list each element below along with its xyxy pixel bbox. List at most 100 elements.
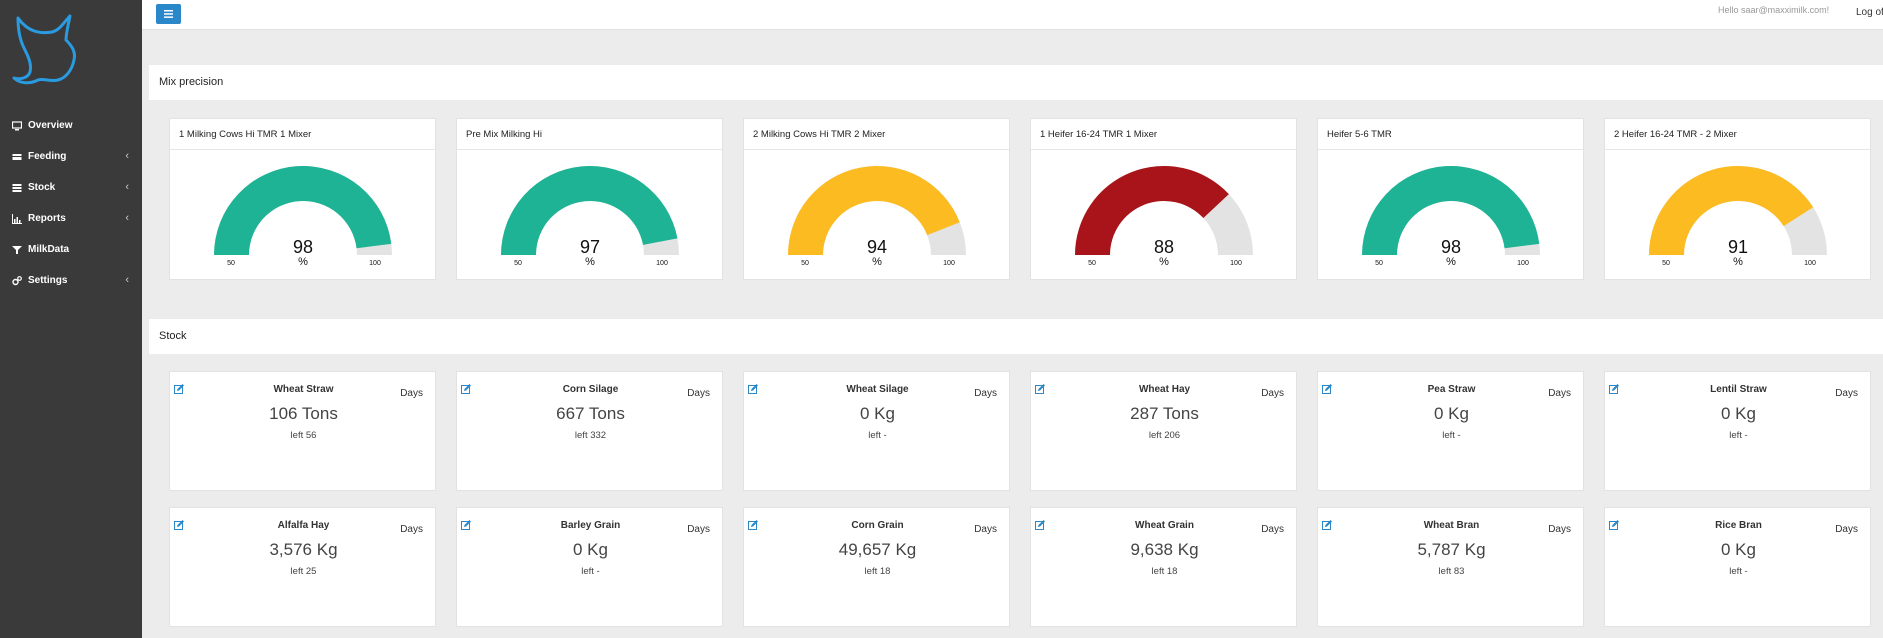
edit-icon[interactable] bbox=[748, 517, 758, 530]
edit-icon[interactable] bbox=[748, 381, 758, 394]
stock-card: Wheat Silage Days 0 Kg left - bbox=[743, 371, 1010, 491]
sidebar-item-stock[interactable]: Stock ‹ bbox=[0, 172, 142, 203]
gauge-title: 1 Heifer 16-24 TMR 1 Mixer bbox=[1031, 119, 1296, 150]
stock-amount: 667 Tons bbox=[556, 404, 625, 423]
edit-icon[interactable] bbox=[1609, 517, 1619, 530]
gauge-title: Pre Mix Milking Hi bbox=[457, 119, 722, 150]
stock-amount: 106 Tons bbox=[269, 404, 338, 423]
stock-days-left: left 56 bbox=[290, 430, 317, 441]
gauge-card: 2 Heifer 16-24 TMR - 2 Mixer 91% 50 100 bbox=[1604, 118, 1871, 280]
gauge-max-label: 100 bbox=[1804, 260, 1816, 267]
gauge-max-label: 100 bbox=[656, 260, 668, 267]
gauge-unit: % bbox=[585, 256, 595, 268]
chevron-left-icon: ‹ bbox=[125, 150, 129, 162]
gauge-chart: 97% 50 100 bbox=[501, 165, 679, 268]
stock-days-label: Days bbox=[400, 388, 423, 399]
stock-days-left: left - bbox=[581, 566, 600, 577]
stock-item-name: Pea Straw bbox=[1427, 384, 1476, 395]
edit-icon[interactable] bbox=[1322, 517, 1332, 530]
sidebar-item-label: Overview bbox=[28, 120, 73, 131]
edit-icon[interactable] bbox=[174, 381, 184, 394]
gauge-value: 88 bbox=[1154, 237, 1174, 257]
edit-icon[interactable] bbox=[461, 517, 471, 530]
stock-amount: 0 Kg bbox=[1721, 540, 1756, 559]
stock-item-name: Wheat Bran bbox=[1423, 520, 1480, 531]
stock-amount: 9,638 Kg bbox=[1130, 540, 1199, 559]
gauge-title: 2 Milking Cows Hi TMR 2 Mixer bbox=[744, 119, 1009, 150]
stock-item-name: Wheat Straw bbox=[273, 384, 334, 395]
edit-icon[interactable] bbox=[1609, 381, 1619, 394]
stock-item-name: Lentil Straw bbox=[1710, 384, 1767, 395]
stock-days-left: left 83 bbox=[1438, 566, 1465, 577]
edit-icon[interactable] bbox=[1322, 381, 1332, 394]
gauge-value: 97 bbox=[580, 237, 600, 257]
stock-amount: 5,787 Kg bbox=[1417, 540, 1486, 559]
stock-card: Corn Grain Days 49,657 Kg left 18 bbox=[743, 507, 1010, 627]
stock-amount: 0 Kg bbox=[860, 404, 895, 423]
bar-chart-icon bbox=[12, 213, 22, 224]
sidebar-item-reports[interactable]: Reports ‹ bbox=[0, 203, 142, 234]
gauge-fill bbox=[1362, 165, 1540, 255]
sidebar-toggle-button[interactable] bbox=[156, 4, 181, 24]
stock-days-label: Days bbox=[1548, 524, 1571, 535]
gauge-chart: 88% 50 100 bbox=[1075, 166, 1253, 268]
gauge-max-label: 100 bbox=[943, 260, 955, 267]
stock-amount: 3,576 Kg bbox=[269, 540, 338, 559]
gauge-unit: % bbox=[872, 256, 882, 268]
sidebar: Overview Feeding ‹ Stock ‹ Reports ‹ Mil… bbox=[0, 0, 142, 638]
stock-item-name: Corn Grain bbox=[851, 520, 904, 531]
stock-days-left: left - bbox=[1729, 430, 1748, 441]
sidebar-item-overview[interactable]: Overview bbox=[0, 110, 142, 141]
hamburger-icon bbox=[164, 10, 173, 18]
gauge-card: 1 Heifer 16-24 TMR 1 Mixer 88% 50 100 bbox=[1030, 118, 1297, 280]
edit-icon[interactable] bbox=[1035, 517, 1045, 530]
stock-days-label: Days bbox=[400, 524, 423, 535]
gauge-fill bbox=[501, 165, 678, 255]
chevron-left-icon: ‹ bbox=[125, 274, 129, 286]
gauge-fill bbox=[788, 165, 960, 255]
sidebar-item-feeding[interactable]: Feeding ‹ bbox=[0, 141, 142, 172]
stock-days-left: left 18 bbox=[1151, 566, 1178, 577]
gauge-min-label: 50 bbox=[227, 260, 235, 267]
edit-icon[interactable] bbox=[1035, 381, 1045, 394]
cow-logo-icon bbox=[12, 14, 76, 85]
gauge-fill bbox=[1075, 166, 1229, 255]
chevron-left-icon: ‹ bbox=[125, 212, 129, 224]
gauge-min-label: 50 bbox=[514, 260, 522, 267]
stock-card: Wheat Bran Days 5,787 Kg left 83 bbox=[1317, 507, 1584, 627]
gauge-max-label: 100 bbox=[369, 260, 381, 267]
chevron-left-icon: ‹ bbox=[125, 181, 129, 193]
stock-item-name: Wheat Hay bbox=[1138, 384, 1191, 395]
logoff-link[interactable]: Log off bbox=[1856, 7, 1883, 18]
stock-days-label: Days bbox=[1548, 388, 1571, 399]
gauge-title: 2 Heifer 16-24 TMR - 2 Mixer bbox=[1605, 119, 1870, 150]
gauge-card: 1 Milking Cows Hi TMR 1 Mixer 98% 50 100 bbox=[169, 118, 436, 280]
gauge-unit: % bbox=[298, 256, 308, 268]
sidebar-item-label: Feeding bbox=[28, 151, 67, 162]
gauge-value: 98 bbox=[293, 237, 313, 257]
stock-icon bbox=[12, 183, 22, 193]
edit-icon[interactable] bbox=[174, 517, 184, 530]
gauge-max-label: 100 bbox=[1230, 260, 1242, 267]
gauge-title: 1 Milking Cows Hi TMR 1 Mixer bbox=[170, 119, 435, 150]
gauge-min-label: 50 bbox=[801, 260, 809, 267]
top-bar: Hello saar@maxximilk.com! Log off bbox=[142, 0, 1883, 30]
stock-amount: 287 Tons bbox=[1130, 404, 1199, 423]
stock-days-left: left - bbox=[1729, 566, 1748, 577]
stock-amount: 0 Kg bbox=[573, 540, 608, 559]
section-title: Stock bbox=[159, 330, 187, 342]
sidebar-item-label: Reports bbox=[28, 213, 66, 224]
brand-logo[interactable] bbox=[10, 12, 80, 88]
gauge-min-label: 50 bbox=[1662, 260, 1670, 267]
user-greeting: Hello saar@maxximilk.com! bbox=[1718, 5, 1830, 15]
stock-amount: 0 Kg bbox=[1721, 404, 1756, 423]
section-title: Mix precision bbox=[159, 76, 224, 88]
edit-icon[interactable] bbox=[461, 381, 471, 394]
sidebar-item-milkdata[interactable]: MilkData bbox=[0, 234, 142, 265]
feeding-icon bbox=[12, 152, 22, 162]
stock-card: Rice Bran Days 0 Kg left - bbox=[1604, 507, 1871, 627]
gauge-chart: 94% 50 100 bbox=[788, 165, 966, 268]
sidebar-item-settings[interactable]: Settings ‹ bbox=[0, 265, 142, 296]
sidebar-item-label: Stock bbox=[28, 182, 56, 193]
stock-days-left: left - bbox=[1442, 430, 1461, 441]
